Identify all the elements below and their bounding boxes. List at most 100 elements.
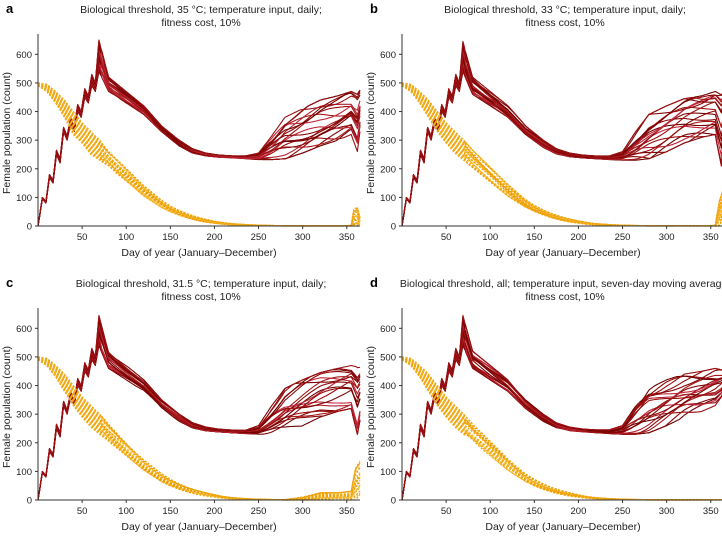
wild-type-run-line [38,316,361,501]
x-tick-label: 50 [441,232,452,243]
wild-type-run-line [38,338,361,501]
x-tick-label: 200 [207,506,223,517]
wild-type-run-line [38,64,361,227]
gene-drive-run-line [402,358,722,501]
y-tick-label: 400 [380,381,396,392]
x-tick-label: 50 [441,506,452,517]
y-tick-label: 300 [380,410,396,421]
x-tick-label: 250 [615,232,631,243]
chart-title-line2: fitness cost, 10% [161,291,240,303]
gene-drive-run-line [38,83,361,227]
gene-drive-run-line [402,85,722,227]
wild-type-run-line [38,314,361,501]
y-tick-label: 600 [380,324,396,335]
series-group [38,314,361,501]
y-tick-label: 100 [16,193,32,204]
x-tick-label: 150 [526,232,542,243]
chart-title-line2: fitness cost, 10% [161,17,240,29]
y-axis-label: Female population (count) [365,72,377,194]
x-tick-label: 250 [251,506,267,517]
gene-drive-run-line [38,83,361,227]
y-tick-label: 500 [16,78,32,89]
panel-label: d [370,275,378,290]
gene-drive-run-line [38,84,361,227]
x-tick-label: 300 [295,506,311,517]
x-tick-label: 350 [339,506,355,517]
chart-title-line2: fitness cost, 10% [525,291,604,303]
y-tick-label: 100 [16,467,32,478]
gene-drive-run-line [38,358,361,501]
y-tick-label: 300 [380,136,396,147]
x-axis-label: Day of year (January–December) [121,247,276,259]
chart-title-line1: Biological threshold, all; temperature i… [400,278,722,290]
wild-type-run-line [38,39,361,227]
chart-title-line1: Biological threshold, 33 °C; temperature… [444,4,686,16]
wild-type-run-line [402,44,722,227]
gene-drive-run-line [38,359,361,501]
chart-panel-b: b Biological threshold, 33 °C; temperatur… [365,1,722,259]
gene-drive-run-line [402,84,722,227]
y-tick-label: 300 [16,136,32,147]
x-tick-label: 150 [162,506,178,517]
gene-drive-run-line [402,358,722,501]
x-tick-label: 250 [251,232,267,243]
gene-drive-run-line [402,83,722,227]
wild-type-run-line [38,327,361,501]
wild-type-run-line [38,41,361,227]
gene-drive-run-line [38,82,361,227]
wild-type-run-line [38,318,361,501]
gene-drive-run-line [402,85,722,227]
x-tick-label: 350 [339,232,355,243]
panel-label: c [6,275,13,290]
y-tick-label: 600 [16,50,32,61]
x-tick-label: 200 [571,506,587,517]
x-tick-label: 100 [482,506,498,517]
wild-type-run-line [38,42,361,227]
series-group [402,314,722,501]
gene-drive-run-line [402,84,722,227]
x-tick-label: 200 [207,232,223,243]
x-tick-label: 50 [77,506,88,517]
y-tick-label: 0 [391,496,396,507]
x-tick-label: 300 [659,232,675,243]
wild-type-run-line [402,56,722,227]
gene-drive-run-line [38,84,361,227]
y-tick-label: 500 [16,352,32,363]
wild-type-run-line [402,327,722,501]
wild-type-run-line [402,40,722,227]
gene-drive-run-line [402,358,722,501]
x-axis-label: Day of year (January–December) [485,521,640,533]
gene-drive-run-line [402,358,722,501]
y-tick-label: 500 [380,352,396,363]
gene-drive-run-line [402,82,722,227]
wild-type-run-line [402,314,722,501]
y-tick-label: 200 [16,164,32,175]
x-tick-label: 100 [118,232,134,243]
x-axis-label: Day of year (January–December) [121,521,276,533]
x-tick-label: 100 [118,506,134,517]
gene-drive-run-line [402,359,722,501]
gene-drive-run-line [402,358,722,501]
gene-drive-run-line [38,84,361,227]
x-axis-label: Day of year (January–December) [485,247,640,259]
x-tick-label: 100 [482,232,498,243]
y-tick-label: 500 [380,78,396,89]
y-tick-label: 200 [16,438,32,449]
y-tick-label: 300 [16,410,32,421]
x-tick-label: 200 [571,232,587,243]
gene-drive-run-line [38,84,361,227]
gene-drive-run-line [38,85,361,227]
gene-drive-run-line [402,357,722,501]
y-tick-label: 200 [380,438,396,449]
x-tick-label: 150 [162,232,178,243]
gene-drive-run-line [38,84,361,227]
gene-drive-run-line [38,356,361,501]
chart-panel-d: d Biological threshold, all; temperature … [365,275,722,533]
chart-title-line1: Biological threshold, 31.5 °C; temperatu… [76,278,327,290]
gene-drive-run-line [38,359,361,501]
chart-title-line1: Biological threshold, 35 °C; temperature… [80,4,322,16]
y-tick-label: 100 [380,193,396,204]
wild-type-run-line [402,64,722,227]
wild-type-run-line [402,316,722,501]
